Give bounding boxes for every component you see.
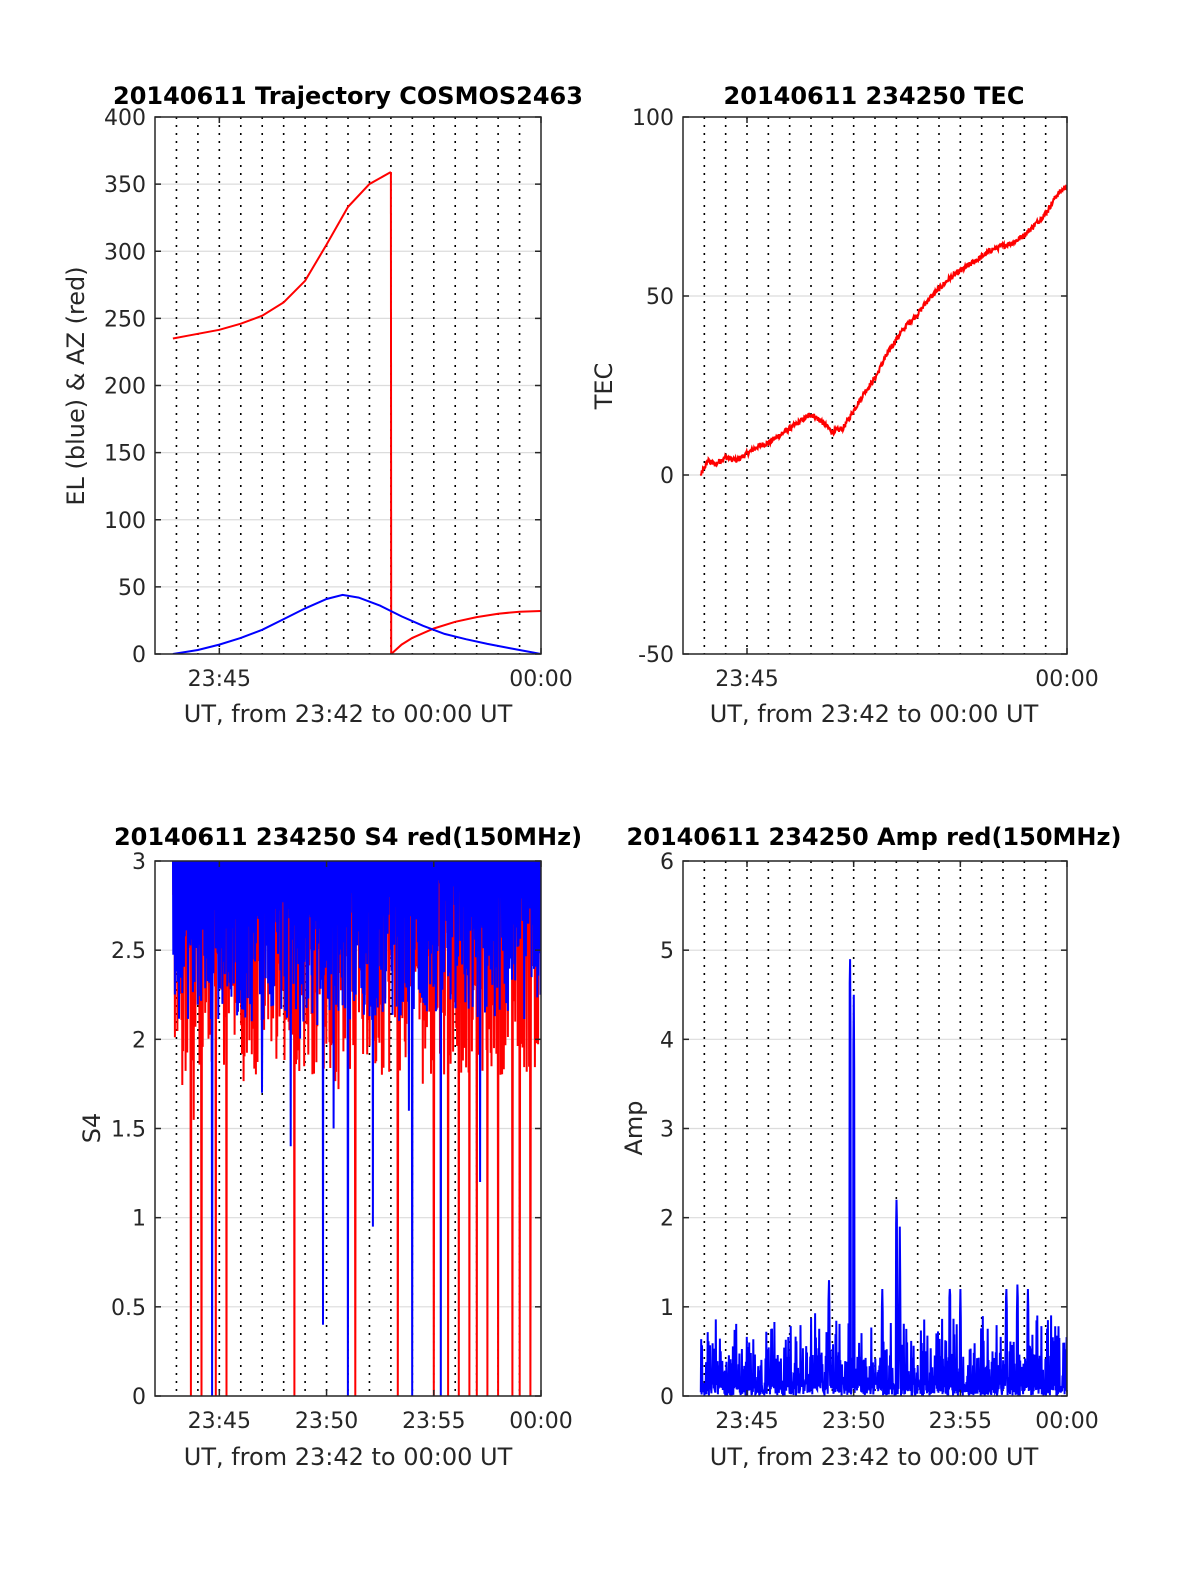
y-tick-label: 0	[660, 1385, 674, 1410]
y-tick-label: 150	[104, 442, 146, 467]
y-tick-label: 2	[132, 1028, 146, 1053]
y-tick-label: 3	[132, 850, 146, 875]
y-axis-label: Amp	[620, 1100, 648, 1155]
chart-title: 20140611 234250 Amp red(150MHz)	[627, 823, 1122, 851]
y-tick-label: 400	[104, 106, 146, 131]
y-tick-label: 200	[104, 375, 146, 400]
y-tick-label: -50	[638, 643, 674, 668]
y-tick-label: 5	[660, 939, 674, 964]
chart-title: 20140611 234250 S4 red(150MHz)	[114, 823, 582, 851]
y-tick-label: 50	[118, 576, 146, 601]
x-tick-label: 23:50	[295, 1409, 358, 1434]
x-tick-label: 00:00	[509, 667, 572, 692]
tec-panel: -50 0 50 100 23:45 00:00 20140611 234250 TEC UT…	[590, 82, 1099, 728]
chart-title: 20140611 Trajectory COSMOS2463	[113, 82, 583, 110]
x-tick-label: 23:45	[188, 1409, 251, 1434]
x-tick-label: 00:00	[1035, 667, 1098, 692]
y-tick-label: 50	[646, 285, 674, 310]
y-tick-label: 1	[660, 1296, 674, 1321]
x-axis-label: UT, from 23:42 to 00:00 UT	[184, 700, 513, 728]
y-tick-label: 0	[660, 464, 674, 489]
x-tick-label: 23:55	[929, 1409, 992, 1434]
plot-area	[683, 116, 1067, 655]
series-line	[699, 184, 1067, 476]
y-tick-label: 3	[660, 1118, 674, 1143]
amp-panel: 0 1 2 3 4 5 6 23:45 23:50 23:55 00:00 20140611 2342…	[620, 823, 1121, 1471]
series-group	[172, 171, 541, 654]
x-axis-label: UT, from 23:42 to 00:00 UT	[710, 1443, 1039, 1471]
series-group	[699, 184, 1067, 476]
y-axis-label: TEC	[590, 363, 618, 411]
y-tick-label: 100	[104, 509, 146, 534]
y-tick-label: 1.5	[111, 1118, 146, 1143]
y-tick-label: 0.5	[111, 1296, 146, 1321]
y-tick-label: 1	[132, 1207, 146, 1232]
y-axis-label: S4	[78, 1113, 106, 1144]
y-tick-label: 300	[104, 240, 146, 265]
series-group	[699, 959, 1067, 1396]
x-tick-label: 00:00	[1035, 1409, 1098, 1434]
y-tick-label: 2.5	[111, 939, 146, 964]
axes-frame	[682, 116, 1068, 655]
y-tick-label: 100	[632, 106, 674, 131]
series-line	[390, 610, 541, 654]
y-tick-label: 2	[660, 1207, 674, 1232]
series-line	[699, 959, 1067, 1396]
x-tick-label: 23:45	[715, 667, 778, 692]
y-tick-label: 250	[104, 307, 146, 332]
x-tick-label: 23:55	[402, 1409, 465, 1434]
x-tick-label: 00:00	[509, 1409, 572, 1434]
s4-panel: 0 0.5 1 1.5 2 2.5 3 23:45 23:50 23:55 00:00 2014061…	[78, 823, 582, 1471]
y-tick-label: 0	[132, 1385, 146, 1410]
x-axis-label: UT, from 23:42 to 00:00 UT	[710, 700, 1039, 728]
trajectory-panel: 0 50 100 150 200 250 300 350 400 23:45 00:00 201406…	[62, 82, 583, 728]
y-tick-label: 6	[660, 850, 674, 875]
y-axis-label: EL (blue) & AZ (red)	[62, 266, 90, 505]
y-tick-label: 4	[660, 1028, 674, 1053]
x-tick-label: 23:50	[822, 1409, 885, 1434]
chart-title: 20140611 234250 TEC	[724, 82, 1025, 110]
y-tick-label: 0	[132, 643, 146, 668]
series-line	[172, 171, 392, 340]
x-tick-label: 23:45	[715, 1409, 778, 1434]
y-tick-label: 350	[104, 173, 146, 198]
series-line	[172, 593, 541, 654]
x-tick-label: 23:45	[188, 667, 251, 692]
x-axis-label: UT, from 23:42 to 00:00 UT	[184, 1443, 513, 1471]
